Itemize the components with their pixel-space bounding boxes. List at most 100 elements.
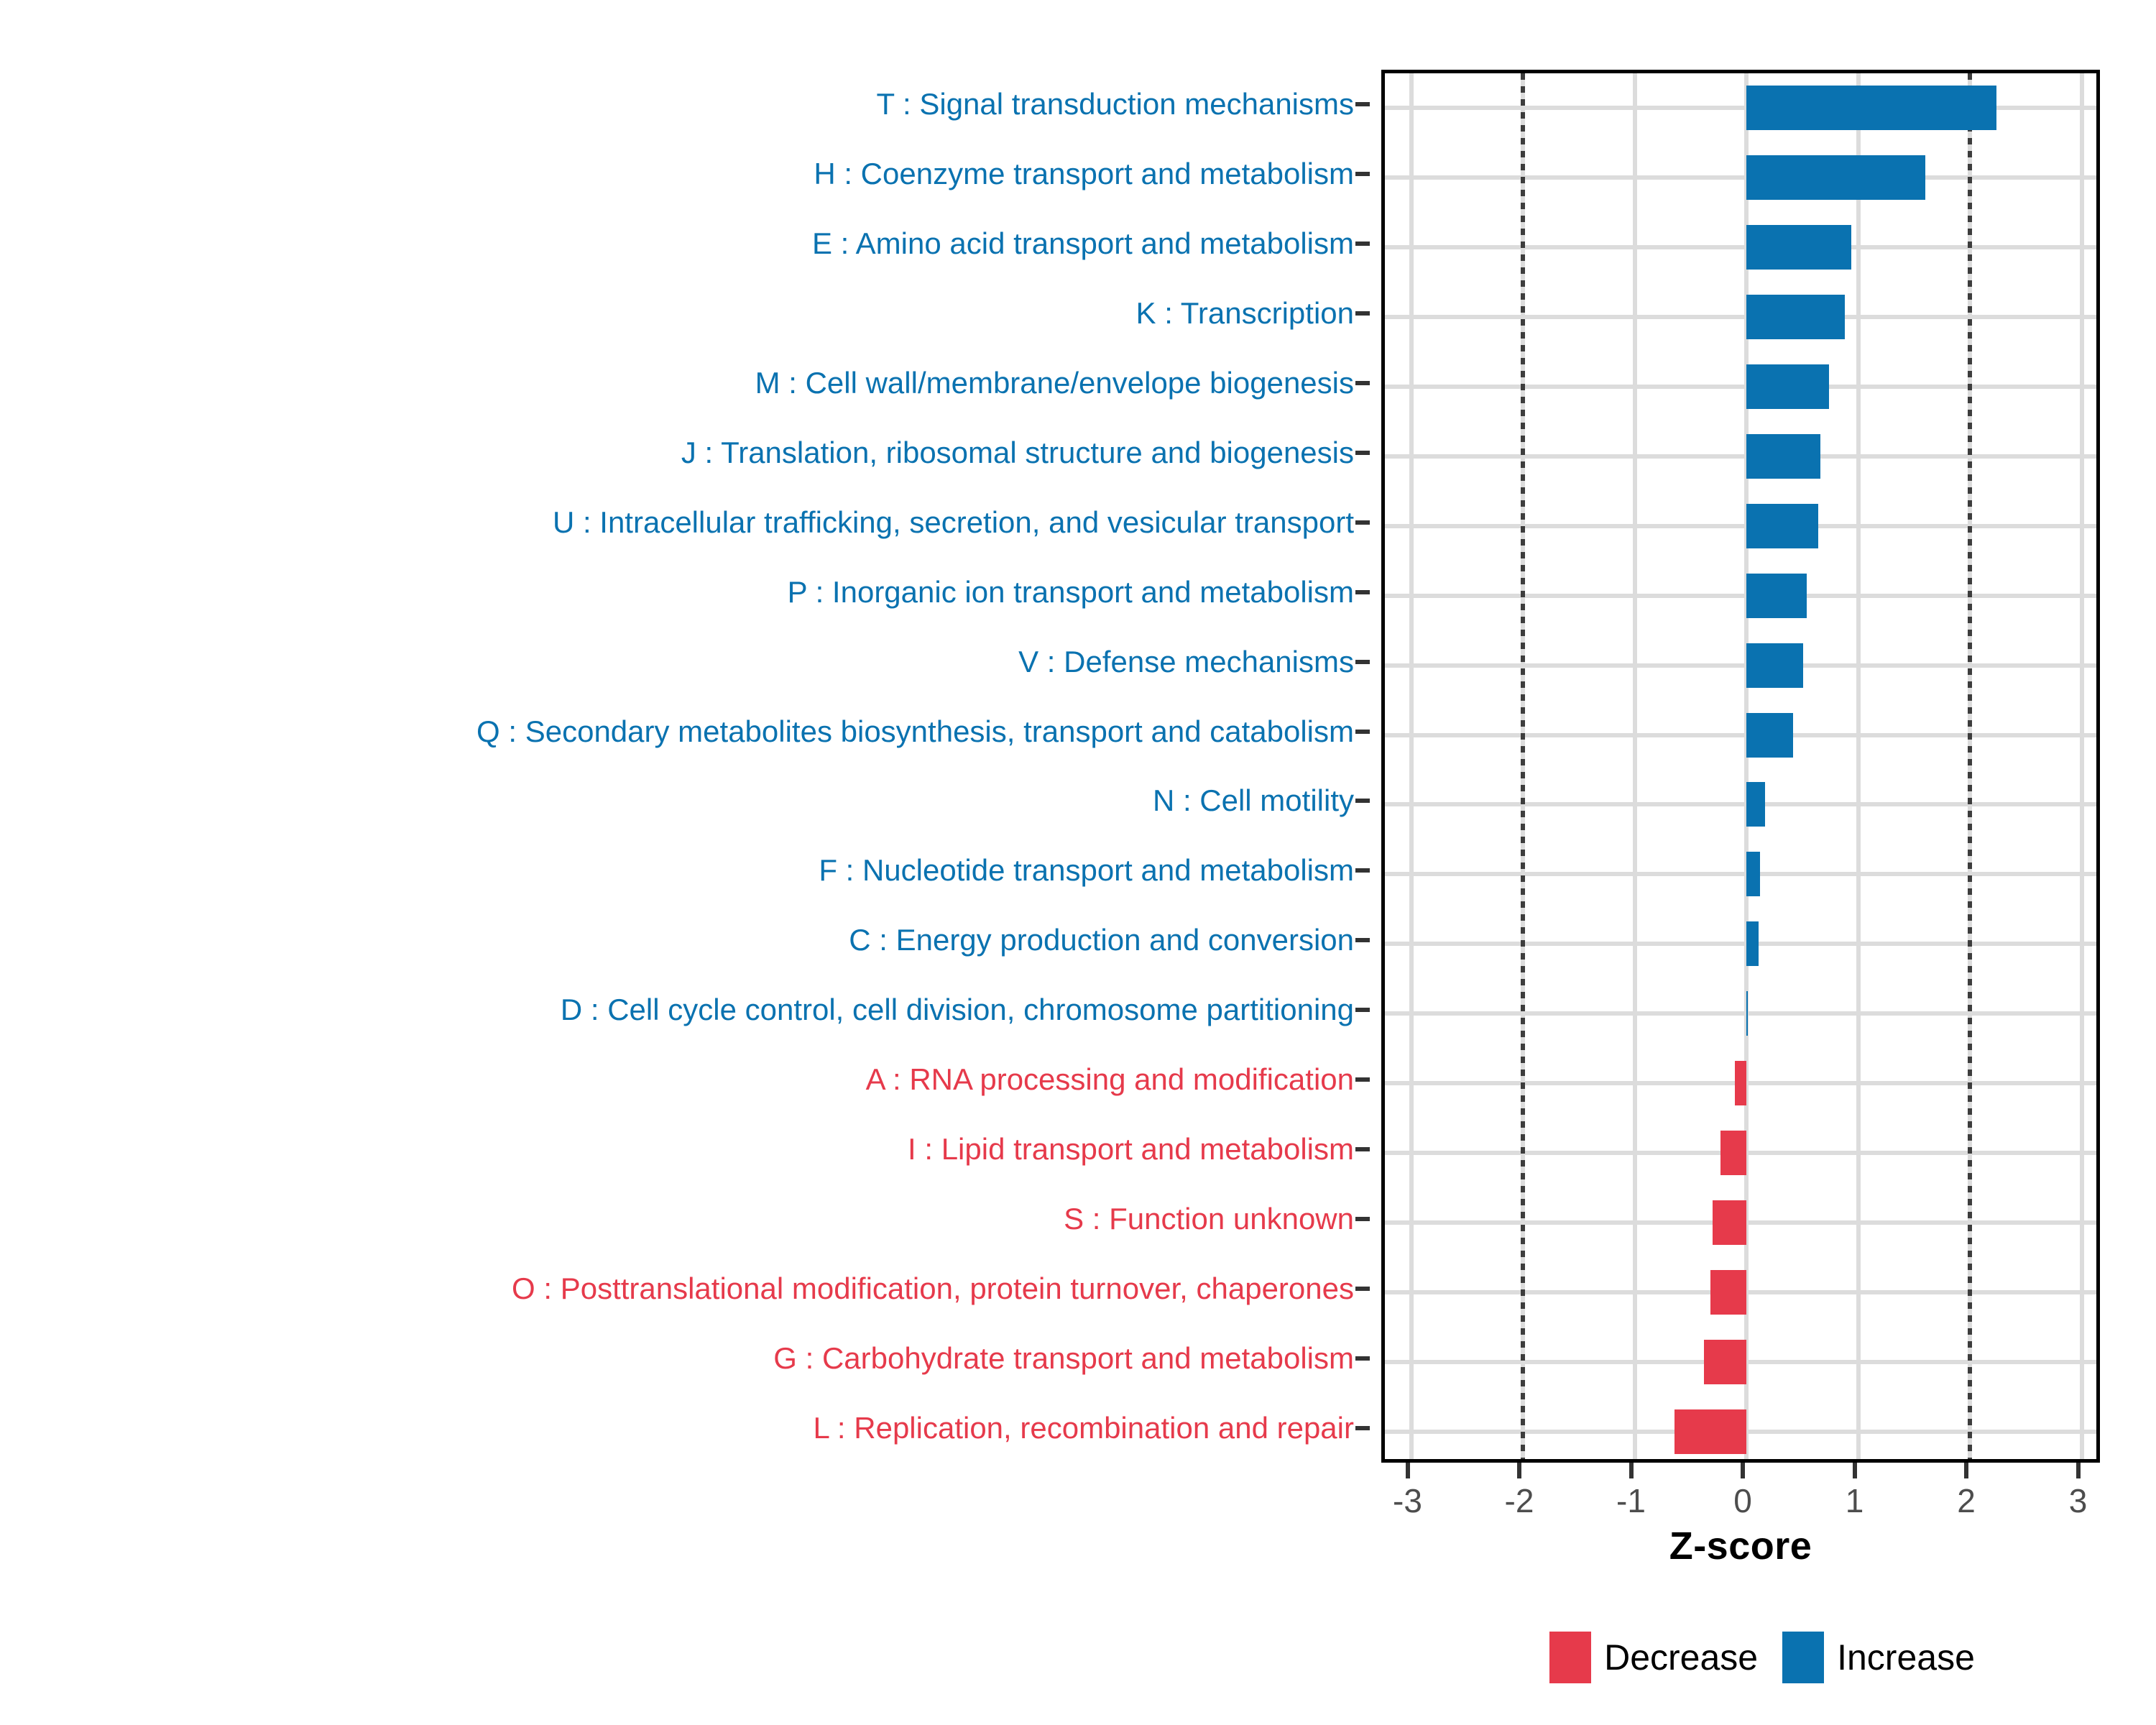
gridline-vertical xyxy=(1409,73,1414,1459)
bar xyxy=(1713,1200,1746,1245)
plot-inner xyxy=(1385,73,2096,1459)
x-axis-tick-mark xyxy=(1852,1463,1857,1478)
x-axis-tick-label: 3 xyxy=(2068,1482,2088,1519)
x-axis-tick-mark xyxy=(1628,1463,1634,1478)
bar xyxy=(1746,852,1760,897)
gridline-horizontal xyxy=(1385,454,2096,459)
y-axis-tick-mark xyxy=(1355,520,1370,525)
legend-item[interactable]: Decrease xyxy=(1549,1632,1758,1683)
bar xyxy=(1746,295,1845,340)
y-axis-tick-label: U : Intracellular trafficking, secretion… xyxy=(552,505,1354,539)
x-axis-tick-label: 2 xyxy=(1957,1482,1976,1519)
x-axis-tick-mark xyxy=(1741,1463,1745,1478)
x-axis-tick-label: -1 xyxy=(1616,1482,1646,1519)
bar xyxy=(1746,364,1830,410)
bar xyxy=(1746,573,1807,618)
y-axis-tick-label: G : Carbohydrate transport and metabolis… xyxy=(773,1340,1354,1375)
gridline-horizontal xyxy=(1385,523,2096,528)
legend: Decrease Increase xyxy=(1381,1632,2143,1683)
bar xyxy=(1746,155,1925,201)
y-axis-tick-label: Q : Secondary metabolites biosynthesis, … xyxy=(476,714,1354,748)
gridline-horizontal xyxy=(1385,593,2096,598)
y-axis-tick-mark xyxy=(1355,311,1370,316)
legend-item[interactable]: Increase xyxy=(1782,1632,1975,1683)
bar xyxy=(1746,782,1766,827)
y-axis-tick-label: F : Nucleotide transport and metabolism xyxy=(819,853,1354,888)
gridline-horizontal xyxy=(1385,732,2096,737)
y-axis-labels: T : Signal transduction mechanisms H : Co… xyxy=(0,70,1381,1463)
bar xyxy=(1720,1130,1746,1175)
gridline-horizontal xyxy=(1385,802,2096,807)
x-axis-tick-label: 0 xyxy=(1733,1482,1752,1519)
gridline-horizontal xyxy=(1385,245,2096,250)
gridline-horizontal xyxy=(1385,663,2096,668)
bar xyxy=(1746,503,1818,548)
x-axis-tick-mark xyxy=(1405,1463,1410,1478)
legend-swatch xyxy=(1549,1632,1592,1683)
y-axis-tick-label: N : Cell motility xyxy=(1152,783,1354,818)
y-axis-tick-mark xyxy=(1355,729,1370,734)
x-axis-tick-mark xyxy=(2076,1463,2081,1478)
bar xyxy=(1710,1269,1746,1315)
plot-panel xyxy=(1381,70,2100,1463)
bar xyxy=(1746,921,1759,967)
y-axis-tick-mark xyxy=(1355,172,1370,177)
gridline-horizontal xyxy=(1385,385,2096,390)
y-axis-tick-label: I : Lipid transport and metabolism xyxy=(908,1131,1354,1166)
y-axis-tick-label: T : Signal transduction mechanisms xyxy=(876,87,1354,121)
x-axis-title: Z-score xyxy=(1669,1524,1812,1568)
gridline-horizontal xyxy=(1385,175,2096,180)
y-axis-tick-label: S : Function unknown xyxy=(1064,1201,1354,1236)
bar xyxy=(1746,712,1794,758)
y-axis-tick-label: M : Cell wall/membrane/envelope biogenes… xyxy=(755,366,1354,400)
bar xyxy=(1746,991,1748,1036)
y-axis-tick-mark xyxy=(1355,1008,1370,1013)
y-axis-tick-label: J : Translation, ribosomal structure and… xyxy=(681,435,1354,469)
legend-swatch xyxy=(1782,1632,1825,1683)
gridline-vertical xyxy=(2079,73,2084,1459)
y-axis-tick-label: L : Replication, recombination and repai… xyxy=(813,1410,1354,1445)
x-axis-tick-label: -3 xyxy=(1393,1482,1422,1519)
bar xyxy=(1746,643,1804,688)
y-axis-tick-mark xyxy=(1355,1356,1370,1361)
y-axis-tick-mark xyxy=(1355,799,1370,804)
bar xyxy=(1746,225,1852,270)
y-axis-tick-label: H : Coenzyme transport and metabolism xyxy=(814,157,1354,191)
legend-label: Increase xyxy=(1837,1637,1975,1678)
gridline-horizontal xyxy=(1385,942,2096,947)
gridline-horizontal xyxy=(1385,315,2096,320)
gridline-horizontal xyxy=(1385,106,2096,111)
y-axis-tick-mark xyxy=(1355,659,1370,664)
bar xyxy=(1746,86,1997,131)
y-axis-tick-mark xyxy=(1355,242,1370,247)
y-axis-tick-mark xyxy=(1355,1077,1370,1082)
y-axis-tick-mark xyxy=(1355,868,1370,873)
bar xyxy=(1735,1061,1746,1106)
y-axis-tick-mark xyxy=(1355,450,1370,455)
y-axis-tick-label: O : Posttranslational modification, prot… xyxy=(512,1271,1354,1305)
x-axis-tick-label: 1 xyxy=(1845,1482,1864,1519)
y-axis-tick-mark xyxy=(1355,1425,1370,1430)
bar xyxy=(1674,1409,1746,1454)
gridline-horizontal xyxy=(1385,872,2096,877)
x-axis-tick-mark xyxy=(1964,1463,1968,1478)
gridline-vertical xyxy=(1856,73,1861,1459)
y-axis-tick-mark xyxy=(1355,1146,1370,1151)
y-axis-tick-label: C : Energy production and conversion xyxy=(849,923,1354,957)
reference-line xyxy=(1968,73,1972,1459)
y-axis-tick-label: D : Cell cycle control, cell division, c… xyxy=(560,993,1354,1027)
y-axis-tick-mark xyxy=(1355,381,1370,386)
y-axis-tick-label: K : Transcription xyxy=(1135,296,1354,331)
y-axis-tick-mark xyxy=(1355,102,1370,107)
bar xyxy=(1746,433,1820,479)
x-axis-tick-label: -2 xyxy=(1504,1482,1534,1519)
bar xyxy=(1703,1339,1746,1384)
y-axis-tick-mark xyxy=(1355,938,1370,943)
y-axis-tick-label: P : Inorganic ion transport and metaboli… xyxy=(787,574,1354,609)
reference-line xyxy=(1521,73,1525,1459)
y-axis-tick-label: V : Defense mechanisms xyxy=(1018,644,1354,678)
y-axis-tick-label: E : Amino acid transport and metabolism xyxy=(811,226,1354,261)
y-axis-tick-label: A : RNA processing and modification xyxy=(865,1062,1354,1097)
x-axis-tick-mark xyxy=(1517,1463,1521,1478)
